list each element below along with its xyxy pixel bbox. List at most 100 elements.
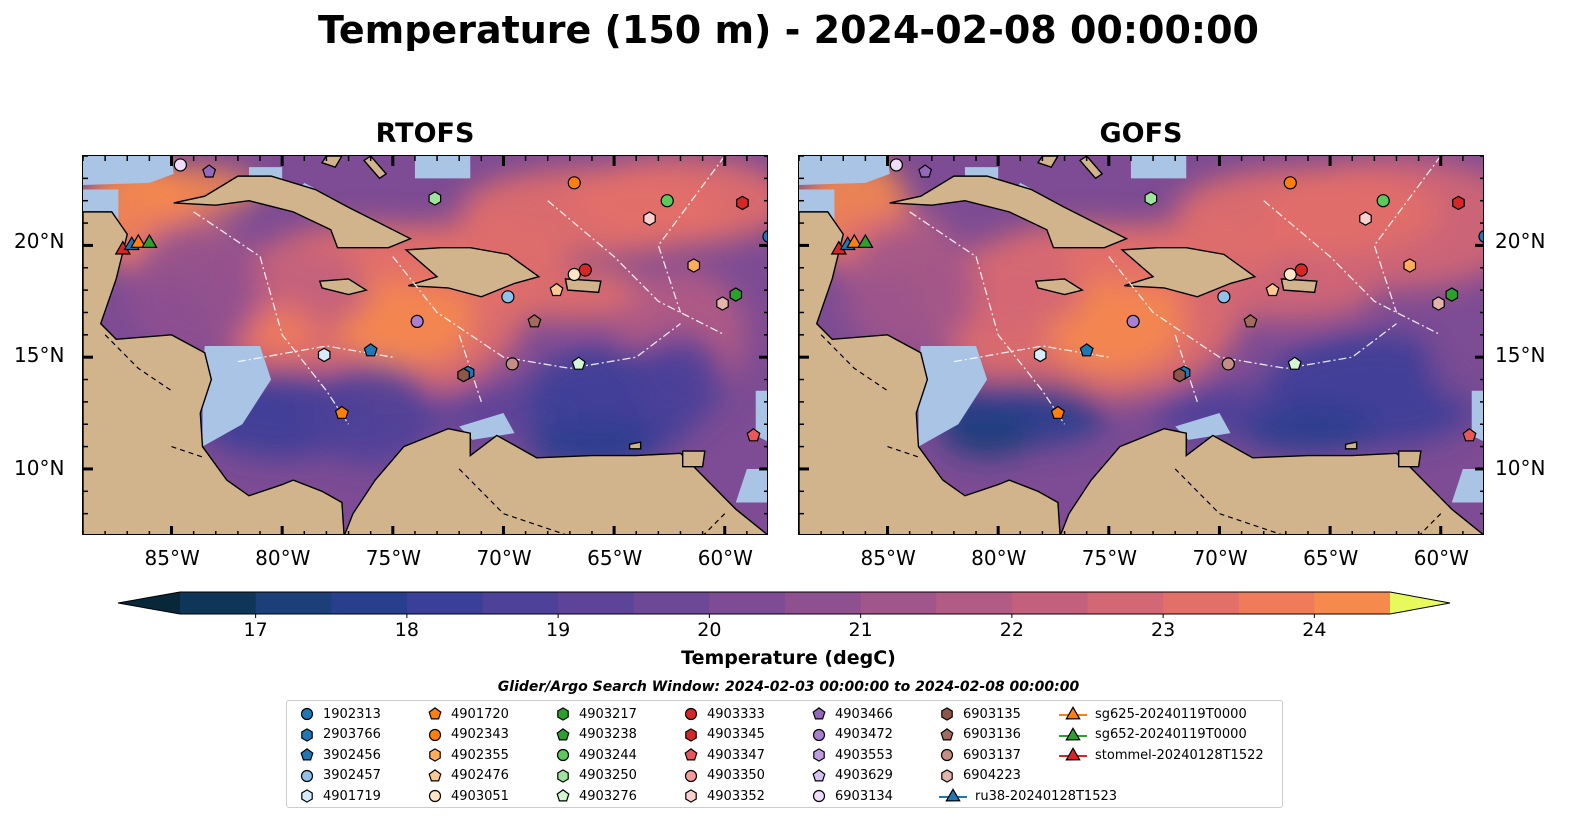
legend-marker-3902457 xyxy=(300,769,314,782)
lon-tick-65w-gofs: 65°W xyxy=(1303,546,1359,570)
float-4903472-marker xyxy=(410,314,424,329)
legend-marker-6903137 xyxy=(940,748,954,762)
float-4901720-marker xyxy=(334,405,349,419)
legend-item-4903276: 4903276 xyxy=(553,786,637,806)
lat-tick-20-left: 20°N xyxy=(14,229,65,253)
float-4903466-marker xyxy=(202,164,217,178)
legend-label: 3902457 xyxy=(323,768,381,783)
legend-item-4903553: 4903553 xyxy=(809,745,893,765)
float-4903217-marker xyxy=(1445,287,1459,302)
float-4903250-marker xyxy=(1144,191,1158,206)
float-6903136-marker xyxy=(527,314,542,328)
float-4903466-marker xyxy=(918,164,933,178)
legend-item-4903051: 4903051 xyxy=(425,786,509,806)
glider-sg625-marker xyxy=(130,233,147,248)
legend-marker-4903217 xyxy=(557,707,569,721)
legend-item-4903217: 4903217 xyxy=(553,704,637,724)
legend-label: 4903333 xyxy=(707,706,765,722)
colorbar-segment xyxy=(860,592,937,614)
float-3902456-marker xyxy=(1079,343,1094,357)
float-4901720-marker xyxy=(1050,405,1065,419)
float-4903244-marker xyxy=(1376,194,1390,208)
colorbar-segment xyxy=(180,592,257,614)
legend-marker-4903472 xyxy=(812,728,826,741)
legend-item-sg625-20240119T0000: sg625-20240119T0000 xyxy=(1057,704,1247,724)
legend-item-6903136: 6903136 xyxy=(937,725,1021,745)
legend-item-stommel-20240128T1522: stommel-20240128T1522 xyxy=(1057,745,1264,765)
colorbar-segment xyxy=(1087,592,1164,614)
lon-tick-70w-rtofs: 70°W xyxy=(476,546,532,570)
legend-marker-4903238 xyxy=(556,727,570,740)
legend-marker-4903629 xyxy=(812,768,826,781)
legend-marker-6903136 xyxy=(940,727,954,740)
legend-label: 4903347 xyxy=(707,747,765,763)
legend-label: 4901720 xyxy=(451,706,509,722)
legend-label: 4903276 xyxy=(579,788,637,804)
lon-tick-75w-rtofs: 75°W xyxy=(365,546,422,570)
lon-tick-85w-gofs: 85°W xyxy=(860,546,916,570)
legend-marker-4903276 xyxy=(556,789,570,802)
legend-marker-6904223 xyxy=(941,768,953,783)
float-4903276-marker xyxy=(571,356,586,370)
colorbar-tick-21: 21 xyxy=(848,619,873,641)
legend-label: 1902313 xyxy=(323,706,381,722)
float-4903333-marker xyxy=(1294,263,1308,277)
lat-tick-15-right: 15°N xyxy=(1495,343,1546,367)
float-4903051-marker xyxy=(1283,267,1297,282)
legend-label: 4902343 xyxy=(451,727,509,742)
legend-label: 4903244 xyxy=(579,747,637,763)
legend-item-4902343: 4902343 xyxy=(425,725,509,745)
legend-label: 2903766 xyxy=(323,727,381,742)
float-4902476-marker xyxy=(1265,282,1280,297)
legend-item-6903137: 6903137 xyxy=(937,745,1021,765)
legend-label: 4903238 xyxy=(579,727,637,742)
legend-item-4903472: 4903472 xyxy=(809,725,893,745)
float-6903135-marker xyxy=(1173,367,1186,383)
float-3902457-marker xyxy=(1217,290,1231,304)
colorbar-segment xyxy=(406,592,483,614)
legend-label: 6904223 xyxy=(963,768,1021,783)
float-3902456-marker xyxy=(363,343,378,357)
legend-item-4903238: 4903238 xyxy=(553,725,637,745)
legend-item-4903466: 4903466 xyxy=(809,704,893,724)
float-4903347-marker xyxy=(746,428,761,442)
colorbar-tick-23: 23 xyxy=(1151,619,1176,641)
legend-marker-4903553 xyxy=(813,748,825,762)
colorbar-min-extend xyxy=(118,592,180,614)
legend-item-2903766: 2903766 xyxy=(297,725,381,745)
lat-tick-10-right: 10°N xyxy=(1495,456,1546,480)
colorbar-segment xyxy=(558,592,635,614)
float-4903347-marker xyxy=(1462,428,1477,442)
legend-label: 6903137 xyxy=(963,747,1021,763)
legend-item-4903333: 4903333 xyxy=(681,704,765,724)
lon-tick-60w-rtofs: 60°W xyxy=(697,546,753,570)
legend-item-6904223: 6904223 xyxy=(937,766,1021,786)
float-4901719-marker xyxy=(1033,347,1047,363)
lon-tick-75w-gofs: 75°W xyxy=(1081,546,1138,570)
float-6903137-marker xyxy=(505,357,519,371)
legend-marker-2903766 xyxy=(301,727,313,742)
colorbar-tick-22: 22 xyxy=(999,619,1024,641)
legend-item-1902313: 1902313 xyxy=(297,704,381,724)
float-6903135-marker xyxy=(457,367,470,383)
legend-marker-4901719 xyxy=(301,789,313,803)
legend-item-4903345: 4903345 xyxy=(681,725,765,745)
legend-item-6903135: 6903135 xyxy=(937,704,1021,724)
float-4901719-marker xyxy=(317,347,331,363)
legend-item-sg652-20240119T0000: sg652-20240119T0000 xyxy=(1057,725,1247,745)
legend-label: 6903134 xyxy=(835,788,893,804)
legend-marker-sg652-20240119T0000 xyxy=(1065,726,1081,741)
legend-label: 4903466 xyxy=(835,706,893,722)
legend-label: 6903135 xyxy=(963,706,1021,722)
legend-marker-4903333 xyxy=(684,707,698,721)
legend-label: 4902355 xyxy=(451,747,509,763)
glider-sg652-marker xyxy=(857,233,874,248)
colorbar-segment xyxy=(1314,592,1391,614)
float-4902355-marker xyxy=(687,258,701,273)
glider-sg652-marker xyxy=(141,233,158,248)
legend-label: 3902456 xyxy=(323,747,381,763)
legend-marker-4902343 xyxy=(428,728,442,741)
lat-tick-20-right: 20°N xyxy=(1495,229,1546,253)
legend-label: 4903051 xyxy=(451,788,509,804)
search-window-text: Glider/Argo Search Window: 2024-02-03 00… xyxy=(497,679,1080,695)
